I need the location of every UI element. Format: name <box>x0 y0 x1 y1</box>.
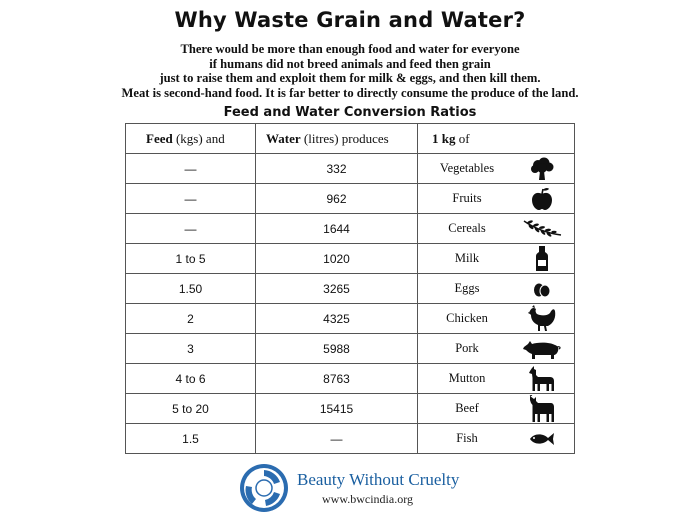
feed-cell: — <box>125 183 256 214</box>
food-name: Eggs <box>454 281 480 295</box>
water-cell: — <box>255 423 418 454</box>
table-row: 1.50 3265 Eggs <box>125 273 575 304</box>
food-name: Chicken <box>446 311 488 325</box>
pig-icon <box>522 337 562 361</box>
eggs-icon <box>522 277 562 301</box>
food-cell: Eggs <box>417 273 575 304</box>
water-cell: 332 <box>255 153 418 184</box>
water-header-bold: Water <box>266 130 301 146</box>
food-cell: Fish <box>417 423 575 454</box>
food-cell: Cereals <box>417 213 575 244</box>
wheat-icon <box>522 217 562 241</box>
brand-name: Beauty Without Cruelty <box>297 470 460 489</box>
table-header-row: Feed (kgs) and Water (litres) produces 1… <box>125 123 575 154</box>
apple-icon <box>522 187 562 211</box>
feed-cell: — <box>125 213 256 244</box>
feed-cell: 3 <box>125 333 256 364</box>
feed-cell: — <box>125 153 256 184</box>
food-cell: Pork <box>417 333 575 364</box>
food-name: Vegetables <box>439 161 495 175</box>
table-row: 1 to 5 1020 Milk <box>125 243 575 274</box>
intro-text: There would be more than enough food and… <box>0 42 700 100</box>
intro-line: There would be more than enough food and… <box>180 42 520 56</box>
feed-cell: 1.50 <box>125 273 256 304</box>
food-name: Cereals <box>448 221 486 235</box>
page-title: Why Waste Grain and Water? <box>174 8 526 32</box>
food-cell: Chicken <box>417 303 575 334</box>
water-header-rest: (litres) produces <box>300 130 389 146</box>
unit-header: 1 kg of <box>417 123 575 154</box>
website-url: www.bwcindia.org <box>322 492 413 506</box>
food-cell: Mutton <box>417 363 575 394</box>
table-title: Feed and Water Conversion Ratios <box>223 105 477 120</box>
water-cell: 3265 <box>255 273 418 304</box>
intro-line: Meat is second-hand food. It is far bett… <box>121 85 579 100</box>
table-row: — 1644 Cereals <box>125 213 575 244</box>
milk-bottle-icon <box>522 245 562 271</box>
table-row: 2 4325 Chicken <box>125 303 575 334</box>
food-cell: Milk <box>417 243 575 274</box>
bwc-logo <box>238 462 290 514</box>
feed-cell: 5 to 20 <box>125 393 256 424</box>
unit-header-rest: of <box>455 130 470 146</box>
food-cell: Fruits <box>417 183 575 214</box>
goat-icon <box>522 365 562 391</box>
food-name: Pork <box>455 341 479 355</box>
table-row: — 962 Fruits <box>125 183 575 214</box>
water-cell: 5988 <box>255 333 418 364</box>
water-cell: 15415 <box>255 393 418 424</box>
feed-cell: 1.5 <box>125 423 256 454</box>
feed-cell: 1 to 5 <box>125 243 256 274</box>
water-cell: 4325 <box>255 303 418 334</box>
intro-line: just to raise them and exploit them for … <box>159 71 541 86</box>
water-cell: 962 <box>255 183 418 214</box>
feed-header-bold: Feed <box>146 130 173 146</box>
table-row: 4 to 6 8763 Mutton <box>125 363 575 394</box>
food-name: Milk <box>454 251 480 265</box>
broccoli-icon <box>522 157 562 181</box>
intro-line: if humans did not breed animals and feed… <box>209 56 491 71</box>
table-row: 3 5988 Pork <box>125 333 575 364</box>
table-row: — 332 Vegetables <box>125 153 575 184</box>
food-name: Mutton <box>448 371 486 385</box>
table-row: 1.5 — Fish <box>125 423 575 454</box>
water-cell: 8763 <box>255 363 418 394</box>
food-cell: Vegetables <box>417 153 575 184</box>
food-cell: Beef <box>417 393 575 424</box>
food-name: Beef <box>455 401 479 415</box>
table-row: 5 to 20 15415 Beef <box>125 393 575 424</box>
feed-cell: 2 <box>125 303 256 334</box>
water-cell: 1644 <box>255 213 418 244</box>
cow-icon <box>522 394 562 422</box>
water-cell: 1020 <box>255 243 418 274</box>
food-name: Fruits <box>452 191 482 205</box>
feed-header: Feed (kgs) and <box>125 123 256 154</box>
food-name: Fish <box>456 431 478 445</box>
feed-cell: 4 to 6 <box>125 363 256 394</box>
fish-icon <box>522 427 562 451</box>
chicken-icon <box>522 304 562 331</box>
conversion-table: Feed (kgs) and Water (litres) produces 1… <box>125 123 575 454</box>
unit-header-bold: 1 kg <box>432 130 456 146</box>
water-header: Water (litres) produces <box>255 123 418 154</box>
feed-header-rest: (kgs) and <box>172 130 225 146</box>
